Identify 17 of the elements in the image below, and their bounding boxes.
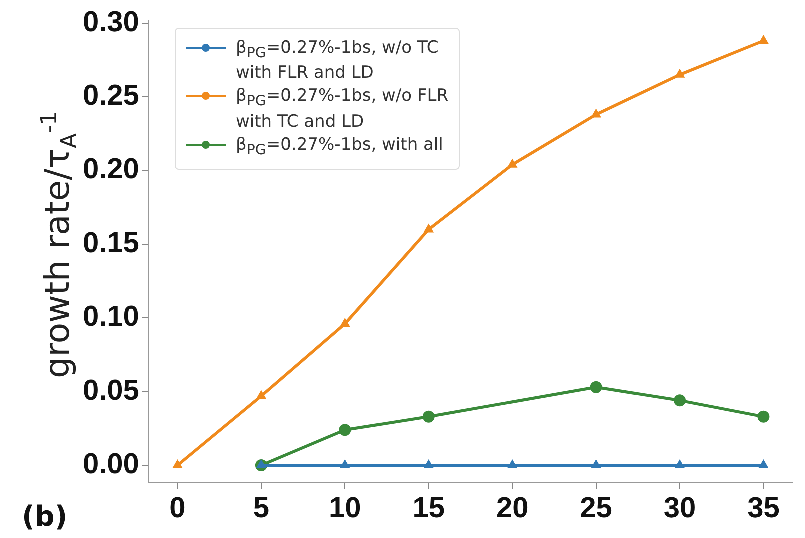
x-tick-label: 30 [664, 492, 696, 525]
x-tick-label: 0 [170, 492, 186, 525]
x-tick-label: 15 [412, 492, 445, 525]
text: (b) [22, 500, 68, 533]
x-tick-label: 10 [329, 492, 362, 525]
x-tick-label: 25 [580, 492, 612, 525]
y-tick-label: 0.25 [82, 80, 140, 112]
y-tick-label: 0.00 [82, 448, 140, 481]
y-tick-label: 0.15 [82, 227, 140, 260]
y-tick-label: 0.30 [82, 6, 140, 38]
y-tick-label: 0.10 [82, 301, 140, 334]
y-tick-label: 0.05 [82, 374, 140, 407]
x-tick-label: 35 [748, 492, 780, 525]
x-tick-label: 5 [253, 492, 270, 525]
x-tick-label: 20 [496, 492, 529, 525]
y-tick-label: 0.20 [82, 154, 140, 186]
legend-label: β$_{PG}$=0.27%-1bs, with all [236, 134, 444, 160]
